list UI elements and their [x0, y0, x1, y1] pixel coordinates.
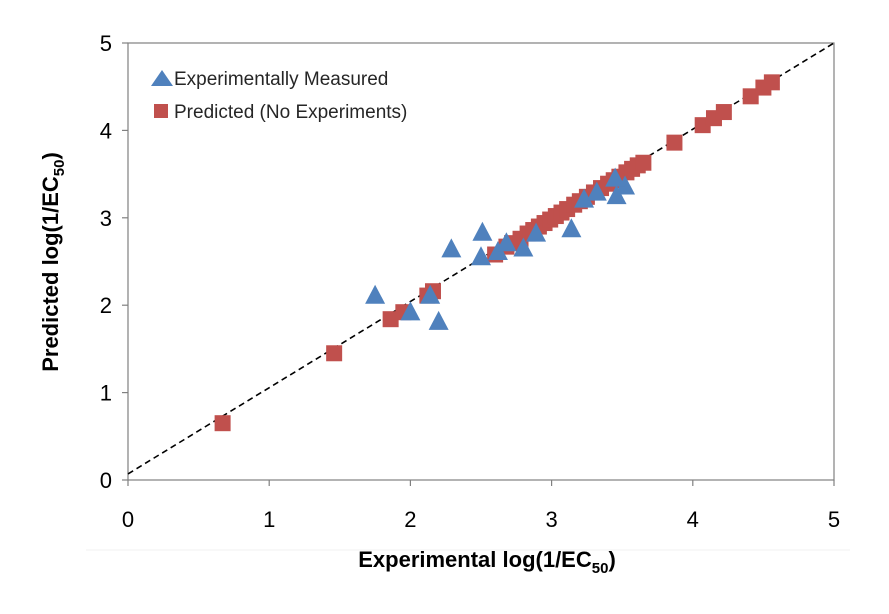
y-tick-label: 2: [100, 293, 112, 318]
x-tick-label: 3: [545, 507, 557, 532]
predicted-point: [763, 74, 780, 91]
y-axis-title-subscript: 50: [51, 160, 68, 177]
y-axis-title-main: Predicted log(1/EC: [38, 176, 63, 372]
axis-ticks: [122, 42, 835, 486]
measured-point: [526, 222, 547, 242]
x-tick-label: 0: [122, 507, 134, 532]
measured-point: [400, 301, 421, 321]
x-axis-title-main: Experimental log(1/EC: [358, 547, 592, 572]
x-axis-title-suffix: ): [608, 547, 615, 572]
predicted-point: [715, 104, 732, 121]
y-tick-label: 0: [100, 468, 112, 493]
measured-point: [574, 188, 595, 208]
measured-point: [615, 175, 636, 195]
x-tick-label: 1: [263, 507, 275, 532]
predicted-point: [382, 311, 399, 328]
measured-point: [441, 238, 462, 258]
x-axis-title-subscript: 50: [592, 560, 609, 577]
x-tick-label: 2: [404, 507, 416, 532]
y-tick-label: 1: [100, 381, 112, 406]
x-tick-label: 4: [687, 507, 699, 532]
x-axis-tick-labels: 0 1 2 3 4 5: [122, 507, 840, 532]
y-tick-label: 3: [100, 206, 112, 231]
measured-point: [472, 221, 493, 241]
predicted-point: [666, 134, 683, 151]
measured-point: [496, 232, 517, 252]
y-tick-label: 5: [100, 31, 112, 56]
x-tick-label: 5: [828, 507, 840, 532]
legend-triangle-marker: [151, 70, 173, 86]
measured-point: [605, 167, 626, 187]
measured-point: [428, 310, 449, 330]
measured-point: [586, 181, 607, 201]
legend-square-marker: [154, 104, 168, 118]
y-axis-tick-labels: 0 1 2 3 4 5: [100, 31, 112, 493]
x-axis-title: Experimental log(1/EC50): [358, 547, 616, 577]
legend-label-predicted: Predicted (No Experiments): [174, 102, 407, 123]
measured-point: [606, 185, 627, 205]
predicted-point: [326, 345, 343, 362]
y-axis-title: Predicted log(1/EC50): [38, 152, 68, 372]
predicted-point: [635, 154, 652, 171]
measured-point: [365, 284, 386, 304]
y-tick-label: 4: [100, 118, 112, 143]
y-axis-title-suffix: ): [38, 152, 63, 159]
predicted-point: [742, 88, 759, 105]
measured-point: [561, 218, 582, 238]
measured-point: [513, 237, 534, 257]
plot-area-frame: [127, 42, 835, 481]
measured-point: [420, 284, 441, 304]
series-measured-points: [365, 167, 636, 330]
predicted-point: [214, 415, 231, 432]
legend-label-measured: Experimentally Measured: [174, 69, 388, 90]
legend: Experimentally Measured Predicted (No Ex…: [151, 69, 407, 123]
measured-point: [471, 246, 491, 266]
